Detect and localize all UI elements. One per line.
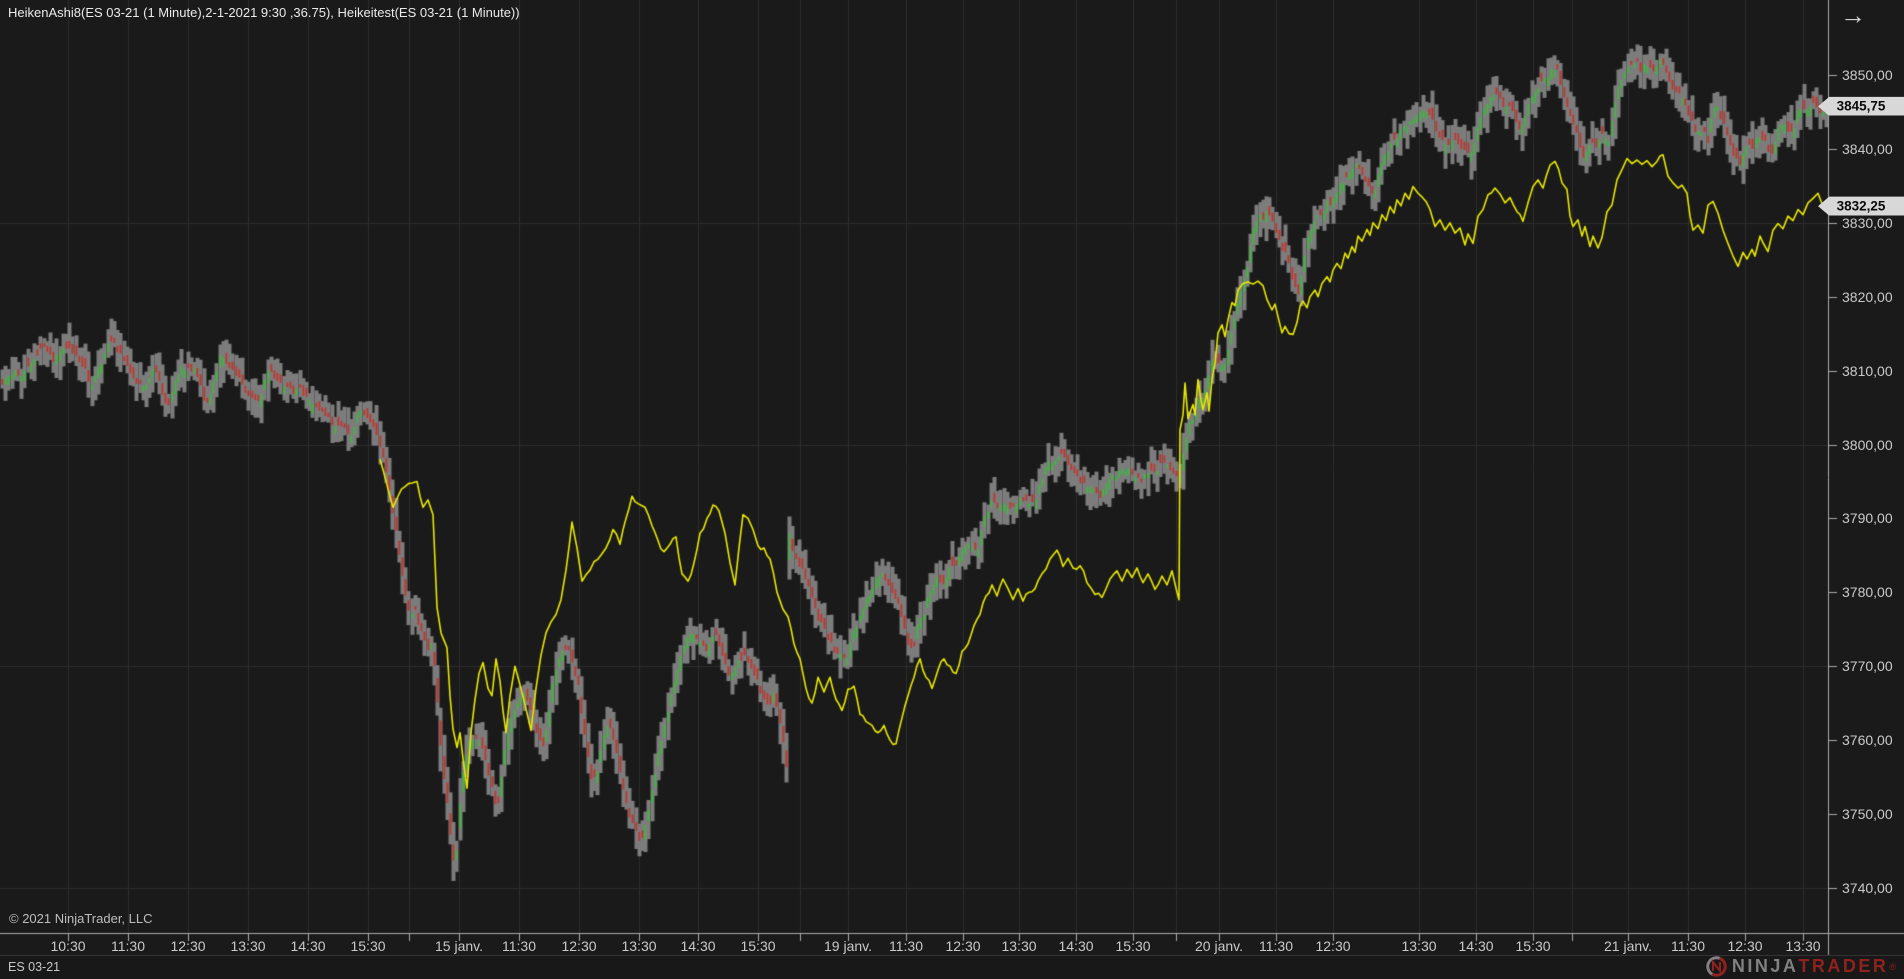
chart-window: HeikenAshi8(ES 03-21 (1 Minute),2-1-2021…	[0, 0, 1904, 979]
price-chart-canvas[interactable]	[0, 0, 1904, 979]
